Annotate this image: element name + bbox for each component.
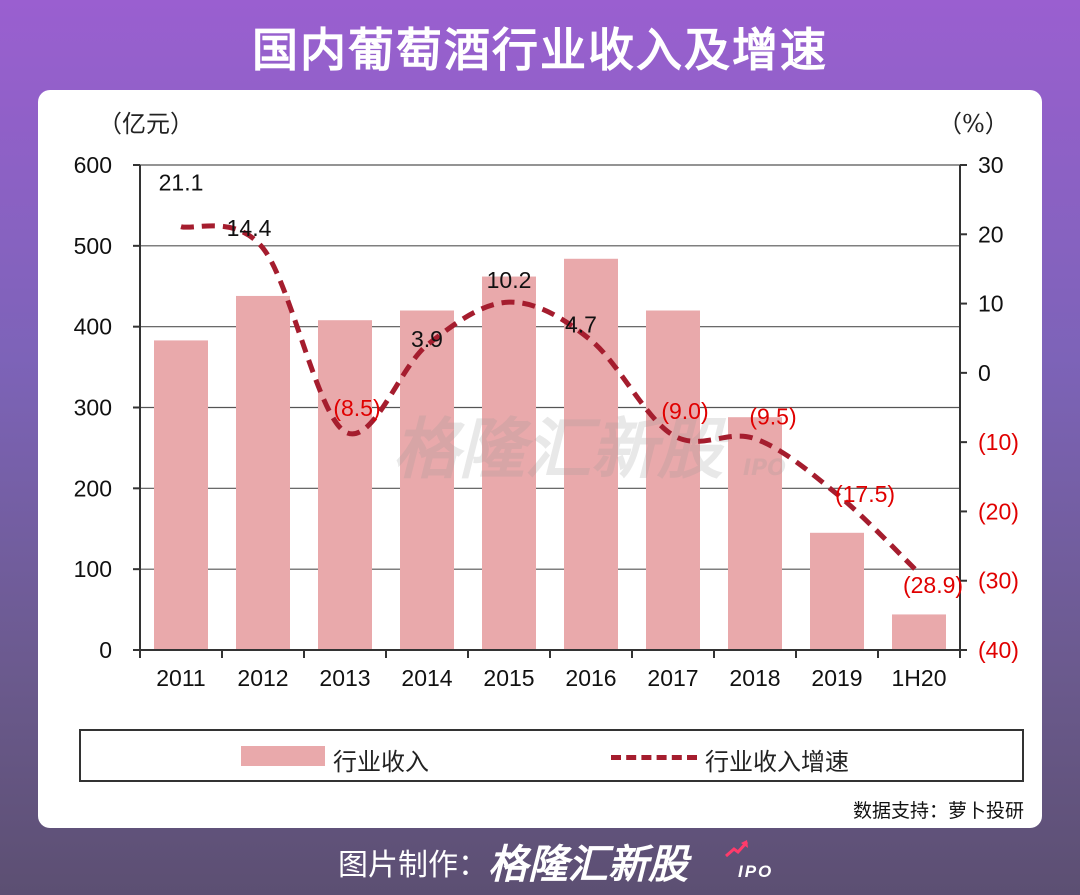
x-tick-label: 2017 <box>647 665 698 691</box>
page-title: 国内葡萄酒行业收入及增速 <box>252 23 828 77</box>
left-tick-label: 0 <box>99 637 112 663</box>
legend-line-swatch <box>611 755 697 760</box>
x-tick-label: 2011 <box>156 665 205 691</box>
data-label-2012: 14.4 <box>227 215 272 241</box>
left-tick-label: 500 <box>74 233 112 259</box>
footer-brand: 格隆汇新股 <box>488 842 688 888</box>
watermark-text: 格隆汇新股 <box>393 411 730 488</box>
right-tick-label: (40) <box>978 637 1019 663</box>
data-label-2019: (17.5) <box>835 481 895 507</box>
data-label-1H20: (28.9) <box>903 572 963 598</box>
chart-bar-1H20 <box>892 614 946 650</box>
right-tick-label: (20) <box>978 498 1019 524</box>
chart-bar-2017 <box>646 310 700 650</box>
data-label-2016: 4.7 <box>565 311 597 337</box>
watermark-sub: IPO <box>743 456 786 481</box>
right-tick-label: 30 <box>978 152 1004 178</box>
x-tick-label: 2019 <box>811 665 862 691</box>
footer-brand-sub: IPO <box>738 862 774 881</box>
left-tick-label: 300 <box>74 395 112 421</box>
x-tick-label: 1H20 <box>892 665 947 691</box>
data-label-2013: (8.5) <box>333 395 380 421</box>
data-label-2011: 21.1 <box>159 170 204 196</box>
data-label-2018: (9.5) <box>749 404 796 430</box>
left-tick-label: 600 <box>74 152 112 178</box>
left-tick-label: 100 <box>74 556 112 582</box>
chart-bar-2013 <box>318 320 372 650</box>
right-axis-unit: （%） <box>938 110 1009 138</box>
chart-card: 格隆汇新股 IPO 0 100 200 300 400 500 600 30 20 10 0 (10) (2… <box>38 90 1042 828</box>
left-tick-label: 400 <box>74 314 112 340</box>
chart-legend: 行业收入 行业收入增速 <box>79 729 1024 782</box>
chart-bar-2012 <box>236 295 290 650</box>
right-tick-label: (30) <box>978 568 1019 594</box>
chart-bar-2018 <box>728 417 782 650</box>
x-tick-label: 2014 <box>401 665 452 691</box>
x-tick-label: 2018 <box>729 665 780 691</box>
right-tick-label: (10) <box>978 429 1019 455</box>
data-source: 数据支持：萝卜投研 <box>852 800 1024 822</box>
growth-line <box>180 223 921 575</box>
left-tick-label: 200 <box>74 475 112 501</box>
x-tick-label: 2012 <box>237 665 288 691</box>
x-tick-label: 2016 <box>565 665 616 691</box>
chart-bar-2019 <box>810 532 864 650</box>
left-axis-unit: （亿元） <box>98 110 194 138</box>
data-label-2014: 3.9 <box>411 326 443 352</box>
chart-bar-2015 <box>482 276 536 650</box>
footer-credit: 图片制作： <box>338 848 488 883</box>
right-tick-label: 0 <box>978 360 991 386</box>
x-tick-label: 2013 <box>319 665 370 691</box>
data-label-2015: 10.2 <box>487 267 532 293</box>
trend-arrow-icon <box>725 840 749 858</box>
x-tick-label: 2015 <box>483 665 534 691</box>
data-label-2017: (9.0) <box>661 398 708 424</box>
right-tick-label: 10 <box>978 291 1004 317</box>
chart-bar-2011 <box>154 340 208 650</box>
right-tick-label: 20 <box>978 221 1004 247</box>
legend-bar-swatch <box>241 746 325 766</box>
legend-line-label: 行业收入增速 <box>705 748 849 776</box>
legend-bar-label: 行业收入 <box>333 748 429 776</box>
